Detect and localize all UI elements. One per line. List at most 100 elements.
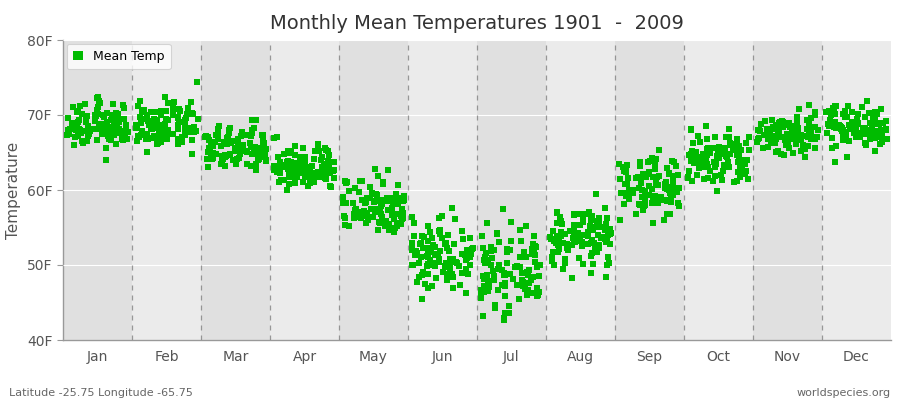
Point [866, 114, 880, 121]
Bar [270, 40, 339, 340]
Point [773, 118, 788, 125]
Point [793, 136, 807, 142]
Point [706, 159, 721, 165]
Point [386, 195, 400, 202]
Point [361, 217, 375, 224]
Point [501, 303, 516, 309]
Point [218, 163, 232, 169]
Point [856, 125, 870, 132]
Point [692, 162, 706, 168]
Point [730, 142, 744, 148]
Point [868, 133, 883, 140]
Point [219, 152, 233, 159]
Point [878, 136, 892, 142]
Point [308, 148, 322, 154]
Point [389, 195, 403, 201]
Point [274, 162, 288, 168]
Point [302, 174, 317, 180]
Point [171, 126, 185, 132]
Point [872, 120, 886, 127]
Point [159, 128, 174, 135]
Point [385, 208, 400, 215]
Point [585, 213, 599, 219]
Point [518, 254, 533, 260]
Point [415, 272, 429, 278]
Point [496, 206, 510, 212]
Point [231, 136, 246, 142]
Point [104, 128, 118, 135]
Point [601, 254, 616, 260]
Point [449, 258, 464, 265]
Point [463, 254, 477, 261]
Point [66, 123, 80, 129]
Point [660, 186, 674, 192]
Point [786, 131, 800, 137]
Point [65, 125, 79, 132]
Point [739, 140, 753, 147]
Point [110, 124, 124, 130]
Point [431, 250, 446, 257]
Point [569, 237, 583, 244]
Point [589, 191, 603, 198]
Point [109, 127, 123, 134]
Point [873, 128, 887, 134]
Point [377, 219, 392, 226]
Point [600, 225, 615, 232]
Point [117, 115, 131, 122]
Point [631, 174, 645, 180]
Point [712, 155, 726, 162]
Point [751, 136, 765, 142]
Point [146, 125, 160, 132]
Point [181, 105, 195, 112]
Point [435, 234, 449, 241]
Point [295, 144, 310, 151]
Point [199, 133, 213, 139]
Point [751, 139, 765, 145]
Point [115, 136, 130, 142]
Point [428, 274, 443, 281]
Point [338, 213, 352, 219]
Point [319, 146, 333, 153]
Point [366, 198, 381, 205]
Point [701, 174, 716, 181]
Point [347, 210, 362, 216]
Point [204, 149, 219, 156]
Point [272, 178, 286, 185]
Point [65, 120, 79, 126]
Point [641, 159, 655, 165]
Point [317, 161, 331, 167]
Point [491, 287, 505, 294]
Point [585, 250, 599, 256]
Point [296, 164, 310, 171]
Point [716, 151, 730, 157]
Point [253, 150, 267, 156]
Point [840, 154, 854, 160]
Point [130, 133, 145, 139]
Point [526, 246, 540, 252]
Point [132, 133, 147, 140]
Point [407, 233, 421, 240]
Point [767, 134, 781, 140]
Point [839, 129, 853, 135]
Point [483, 244, 498, 250]
Point [722, 164, 736, 170]
Point [70, 108, 85, 115]
Point [96, 112, 111, 119]
Point [692, 164, 706, 171]
Point [575, 238, 590, 245]
Point [832, 122, 847, 129]
Point [706, 145, 721, 151]
Point [428, 261, 442, 267]
Point [454, 228, 469, 234]
Point [152, 127, 166, 133]
Point [267, 135, 282, 141]
Point [184, 110, 199, 116]
Point [385, 205, 400, 211]
Point [510, 263, 525, 270]
Point [491, 262, 506, 268]
Point [666, 175, 680, 181]
Point [253, 154, 267, 160]
Point [336, 194, 350, 201]
Point [599, 222, 614, 229]
Point [466, 244, 481, 251]
